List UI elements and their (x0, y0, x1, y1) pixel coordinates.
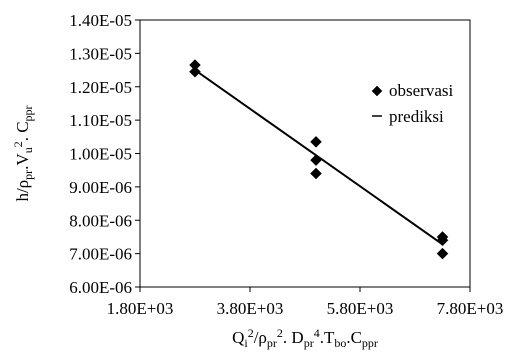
observasi-point (189, 65, 201, 78)
y-tick-label: 1.00E-05 (69, 145, 132, 164)
legend-label-prediksi: prediksi (389, 107, 444, 126)
y-tick-label: 1.10E-05 (69, 111, 132, 130)
legend-marker-observasi (371, 85, 383, 97)
observasi-point (310, 154, 322, 167)
legend: observasi prediksi (371, 81, 453, 126)
x-tick-label: 3.80E+03 (217, 299, 284, 318)
series-layer (189, 59, 449, 260)
x-tick-label: 1.80E+03 (107, 299, 174, 318)
plot-border (139, 19, 471, 288)
y-tick-label: 1.30E-05 (69, 44, 132, 63)
observasi-point (436, 247, 449, 260)
x-tick-label: 5.80E+03 (327, 299, 394, 318)
observasi-point (310, 167, 322, 180)
observasi-point (310, 135, 322, 148)
y-tick-label: 8.00E-06 (69, 211, 132, 230)
y-tick-label: 1.20E-05 (69, 78, 132, 97)
plot-frame (139, 19, 471, 288)
y-tick-label: 6.00E-06 (69, 278, 132, 297)
y-tick-label: 1.40E-05 (69, 11, 132, 30)
y-tick-label: 9.00E-06 (69, 178, 132, 197)
axis-labels: Qi2/ρpr2. Dpr4.Tbo.Cppr h/ρpr.Vu2. Cppr (11, 105, 378, 350)
x-axis: 1.80E+03 3.80E+03 5.80E+03 7.80E+03 (107, 287, 504, 318)
x-axis-title: Qi2/ρpr2. Dpr4.Tbo.Cppr (232, 326, 378, 350)
x-tick-label: 7.80E+03 (437, 299, 504, 318)
observasi-point (436, 234, 449, 247)
legend-label-observasi: observasi (389, 81, 453, 100)
y-tick-label: 7.00E-06 (69, 245, 132, 264)
y-axis: 6.00E-06 7.00E-06 8.00E-06 9.00E-06 1.00E-05… (69, 11, 140, 297)
y-axis-title: h/ρpr.Vu2. Cppr (11, 105, 35, 201)
